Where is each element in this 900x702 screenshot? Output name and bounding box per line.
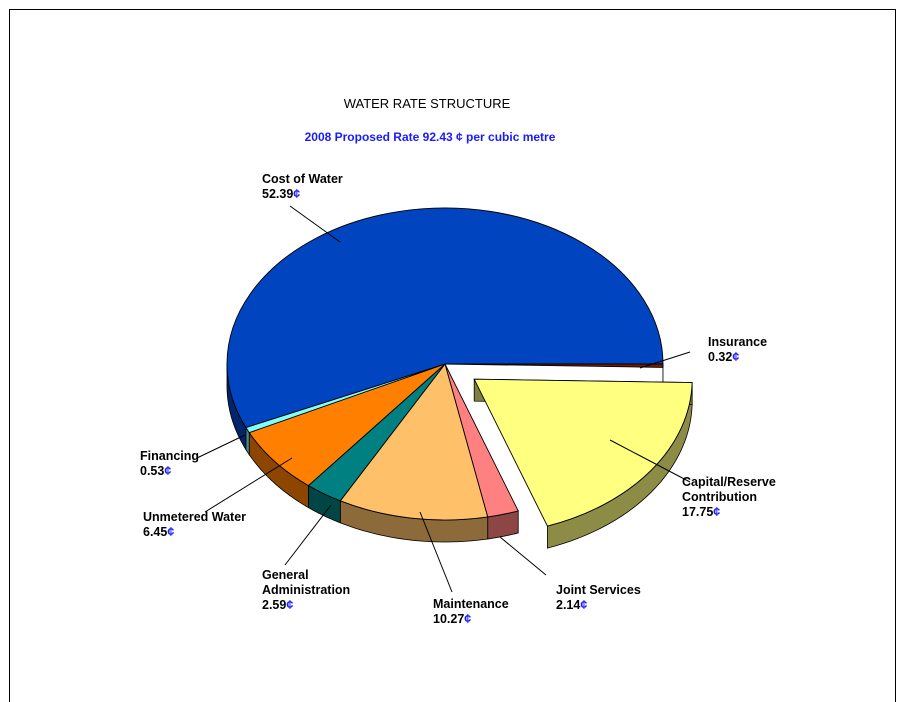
pie-slices — [226, 207, 693, 527]
slice-insurance — [444, 363, 664, 368]
label-value: 0.53 — [140, 464, 164, 478]
label-name-line: Cost of Water — [262, 172, 343, 186]
label-unmetered-water: Unmetered Water 6.45¢ — [143, 510, 246, 539]
label-value: 10.27 — [433, 612, 464, 626]
label-name-line: Insurance — [708, 335, 767, 349]
label-name-line: Maintenance — [433, 597, 509, 611]
label-name-line: General — [262, 568, 309, 582]
leader-capital-reserve-contribution — [609, 439, 691, 483]
label-unit: ¢ — [164, 464, 171, 478]
label-name-line: Joint Services — [556, 583, 641, 597]
label-value: 0.32 — [708, 350, 732, 364]
leader-cost-of-water — [289, 205, 341, 243]
label-name-line: Unmetered Water — [143, 510, 246, 524]
slice-cost-of-water — [226, 207, 664, 429]
slice-capital-reserve-contribution — [473, 378, 693, 527]
leader-unmetered-water — [204, 457, 293, 513]
label-unit: ¢ — [293, 187, 300, 201]
leader-joint-services — [499, 536, 547, 576]
label-insurance: Insurance 0.32¢ — [708, 335, 767, 364]
label-unit: ¢ — [580, 598, 587, 612]
label-unit: ¢ — [464, 612, 471, 626]
label-joint-services: Joint Services 2.14¢ — [556, 583, 641, 612]
leader-maintenance — [419, 511, 453, 593]
slice-labels: Insurance 0.32¢Capital/Reserve Contributio… — [140, 172, 776, 626]
chart-subtitle: 2008 Proposed Rate 92.43 ¢ per cubic met… — [305, 130, 556, 144]
label-unit: ¢ — [167, 525, 174, 539]
label-value: 2.14 — [556, 598, 580, 612]
label-maintenance: Maintenance 10.27¢ — [433, 597, 509, 626]
leader-financing — [196, 434, 246, 459]
label-name-line: Capital/Reserve — [682, 475, 776, 489]
chart-title: WATER RATE STRUCTURE — [344, 96, 511, 111]
label-unit: ¢ — [286, 598, 293, 612]
label-name-line: Administration — [262, 583, 350, 597]
label-value: 17.75 — [682, 505, 713, 519]
leader-lines — [196, 205, 691, 593]
chart-frame — [9, 9, 896, 702]
label-general-administration: General Administration 2.59¢ — [262, 568, 350, 612]
label-value: 6.45 — [143, 525, 167, 539]
label-value: 52.39 — [262, 187, 293, 201]
label-unit: ¢ — [732, 350, 739, 364]
label-capital-reserve-contribution: Capital/Reserve Contribution 17.75¢ — [682, 475, 776, 519]
label-cost-of-water: Cost of Water 52.39¢ — [262, 172, 343, 201]
slice-maintenance — [339, 363, 489, 521]
label-financing: Financing 0.53¢ — [140, 449, 199, 478]
label-unit: ¢ — [713, 505, 720, 519]
label-name-line: Financing — [140, 449, 199, 463]
leader-general-administration — [284, 504, 332, 566]
leader-insurance — [639, 351, 691, 369]
label-value: 2.59 — [262, 598, 286, 612]
label-name-line: Contribution — [682, 490, 757, 504]
